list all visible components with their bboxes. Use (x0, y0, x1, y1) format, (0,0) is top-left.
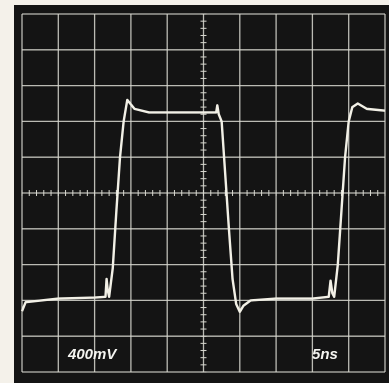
volts-per-div: 400mV (67, 346, 118, 363)
screen (14, 5, 389, 383)
scope-screen: 400mV 5ns (0, 0, 389, 383)
time-per-div: 5ns (312, 346, 338, 363)
